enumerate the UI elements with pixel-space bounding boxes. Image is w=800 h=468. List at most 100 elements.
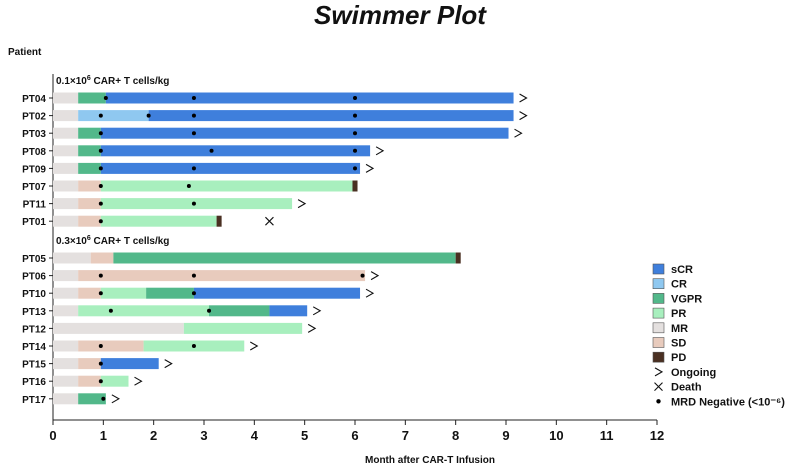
chart-title: Swimmer Plot [314,0,487,30]
x-tick-label: 8 [452,428,459,443]
patient-row: PT03 [22,127,523,140]
mrd-negative-marker [98,166,103,171]
response-segment [53,393,79,405]
x-tick-label: 5 [301,428,308,443]
mrd-negative-marker [209,148,214,153]
mrd-negative-marker [360,273,365,278]
mrd-negative-marker [98,379,103,384]
y-axis-title: Patient [8,47,42,58]
legend-item: Death [654,382,702,394]
x-tick-label: 12 [650,428,664,443]
patient-row: PT01 [22,215,274,228]
legend-label: PR [671,308,686,320]
response-segment [53,340,79,352]
x-tick-label: 11 [600,428,614,443]
mrd-negative-marker [191,201,196,206]
patient-label: PT08 [22,147,46,158]
patient-row: PT14 [22,340,259,353]
response-segment [53,198,79,210]
mrd-negative-marker [98,148,103,153]
legend-label: SD [671,338,686,350]
x-tick-label: 1 [100,428,107,443]
mrd-negative-marker [98,131,103,136]
response-segment [53,358,79,370]
group-label-rest: CAR+ T cells/kg [91,236,170,247]
response-segment [90,252,114,264]
legend-swatch [652,293,665,304]
response-segment [53,215,79,227]
response-segment [78,393,106,405]
patient-label: PT11 [23,200,47,211]
response-segment [53,92,79,104]
response-segment [100,198,293,210]
response-segment [455,252,461,264]
legend-label: Death [671,382,702,394]
patient-label: PT17 [22,395,46,406]
legend-item: Ongoing [654,367,716,379]
mrd-negative-marker [191,291,196,296]
response-segment [78,198,101,210]
mrd-negative-marker [98,184,103,188]
response-segment [78,110,149,122]
patient-row: PT12 [22,322,317,335]
response-segment [100,145,371,157]
response-segment [78,340,144,352]
patient-row: PT10 [22,287,375,300]
legend-item: VGPR [652,293,702,305]
legend-item: CR [652,278,687,291]
patient-row: PT11 [23,198,307,211]
response-segment [78,287,101,299]
patient-row: PT05 [22,252,461,265]
response-segment [100,375,129,387]
patient-label: PT15 [22,360,46,371]
group-label-rest: CAR+ T cells/kg [91,76,170,87]
patient-label: PT16 [22,377,46,388]
patient-label: PT07 [22,182,46,193]
mrd-negative-marker [353,148,357,153]
plot-area: 0.1×106 CAR+ T cells/kgPT04PT02PT03PT08P… [22,74,664,443]
patient-row: PT06 [22,270,380,283]
x-tick-label: 4 [251,428,259,443]
response-segment [53,322,184,334]
ongoing-arrow [519,93,528,103]
ongoing-arrow [111,394,120,404]
legend-label: PD [671,352,686,364]
legend-label: MRD Negative (<10⁻⁶) [671,396,785,408]
legend-item: sCR [652,263,693,276]
response-segment [78,180,101,192]
mrd-negative-marker [191,131,196,136]
response-segment [78,270,366,282]
mrd-negative-marker [98,113,103,118]
x-tick-label: 0 [49,428,56,443]
mrd-negative-marker [191,96,196,100]
response-segment [53,287,79,299]
ongoing-arrow [312,306,322,316]
legend-swatch [652,351,665,363]
mrd-negative-marker [98,201,103,206]
mrd-negative-marker [191,113,196,118]
mrd-negative-marker [101,396,106,401]
group-label-exponent: 6 [87,235,91,242]
mrd-negative-marker [98,361,103,366]
legend-label: Ongoing [671,367,716,379]
response-segment [53,180,79,192]
response-segment [78,375,101,387]
response-segment [53,375,79,387]
response-segment [269,305,308,317]
response-segment [78,127,101,139]
patient-label: PT03 [22,129,46,140]
legend-label: sCR [671,264,693,276]
response-segment [100,215,217,227]
response-segment [100,180,353,192]
response-segment [53,162,79,174]
mrd-negative-marker [353,113,357,118]
response-segment [146,287,194,299]
group-label: 0.1×106 CAR+ T cells/kg [56,75,169,87]
ongoing-arrow [249,341,259,351]
ongoing-arrow [514,128,523,138]
mrd-negative-marker [191,273,196,278]
response-segment [113,252,456,264]
response-segment [53,252,91,264]
patient-row: PT13 [22,305,322,318]
